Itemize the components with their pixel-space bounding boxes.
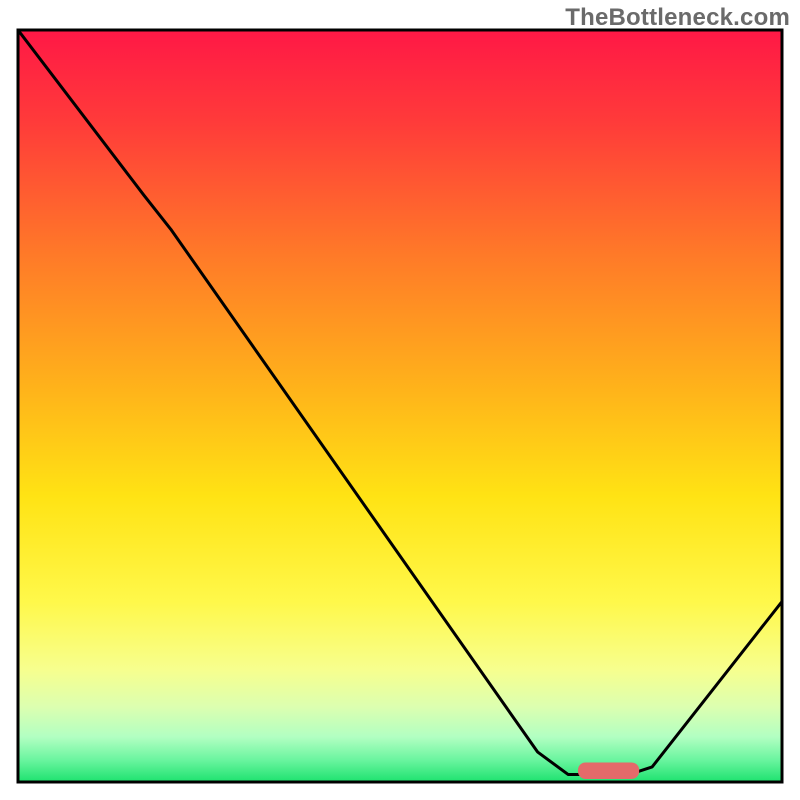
chart-svg — [0, 0, 800, 800]
watermark-text: TheBottleneck.com — [565, 4, 790, 32]
plot-area — [18, 30, 782, 782]
chart-container: TheBottleneck.com — [0, 0, 800, 800]
gradient-background — [18, 30, 782, 782]
minimum-marker — [578, 762, 639, 779]
